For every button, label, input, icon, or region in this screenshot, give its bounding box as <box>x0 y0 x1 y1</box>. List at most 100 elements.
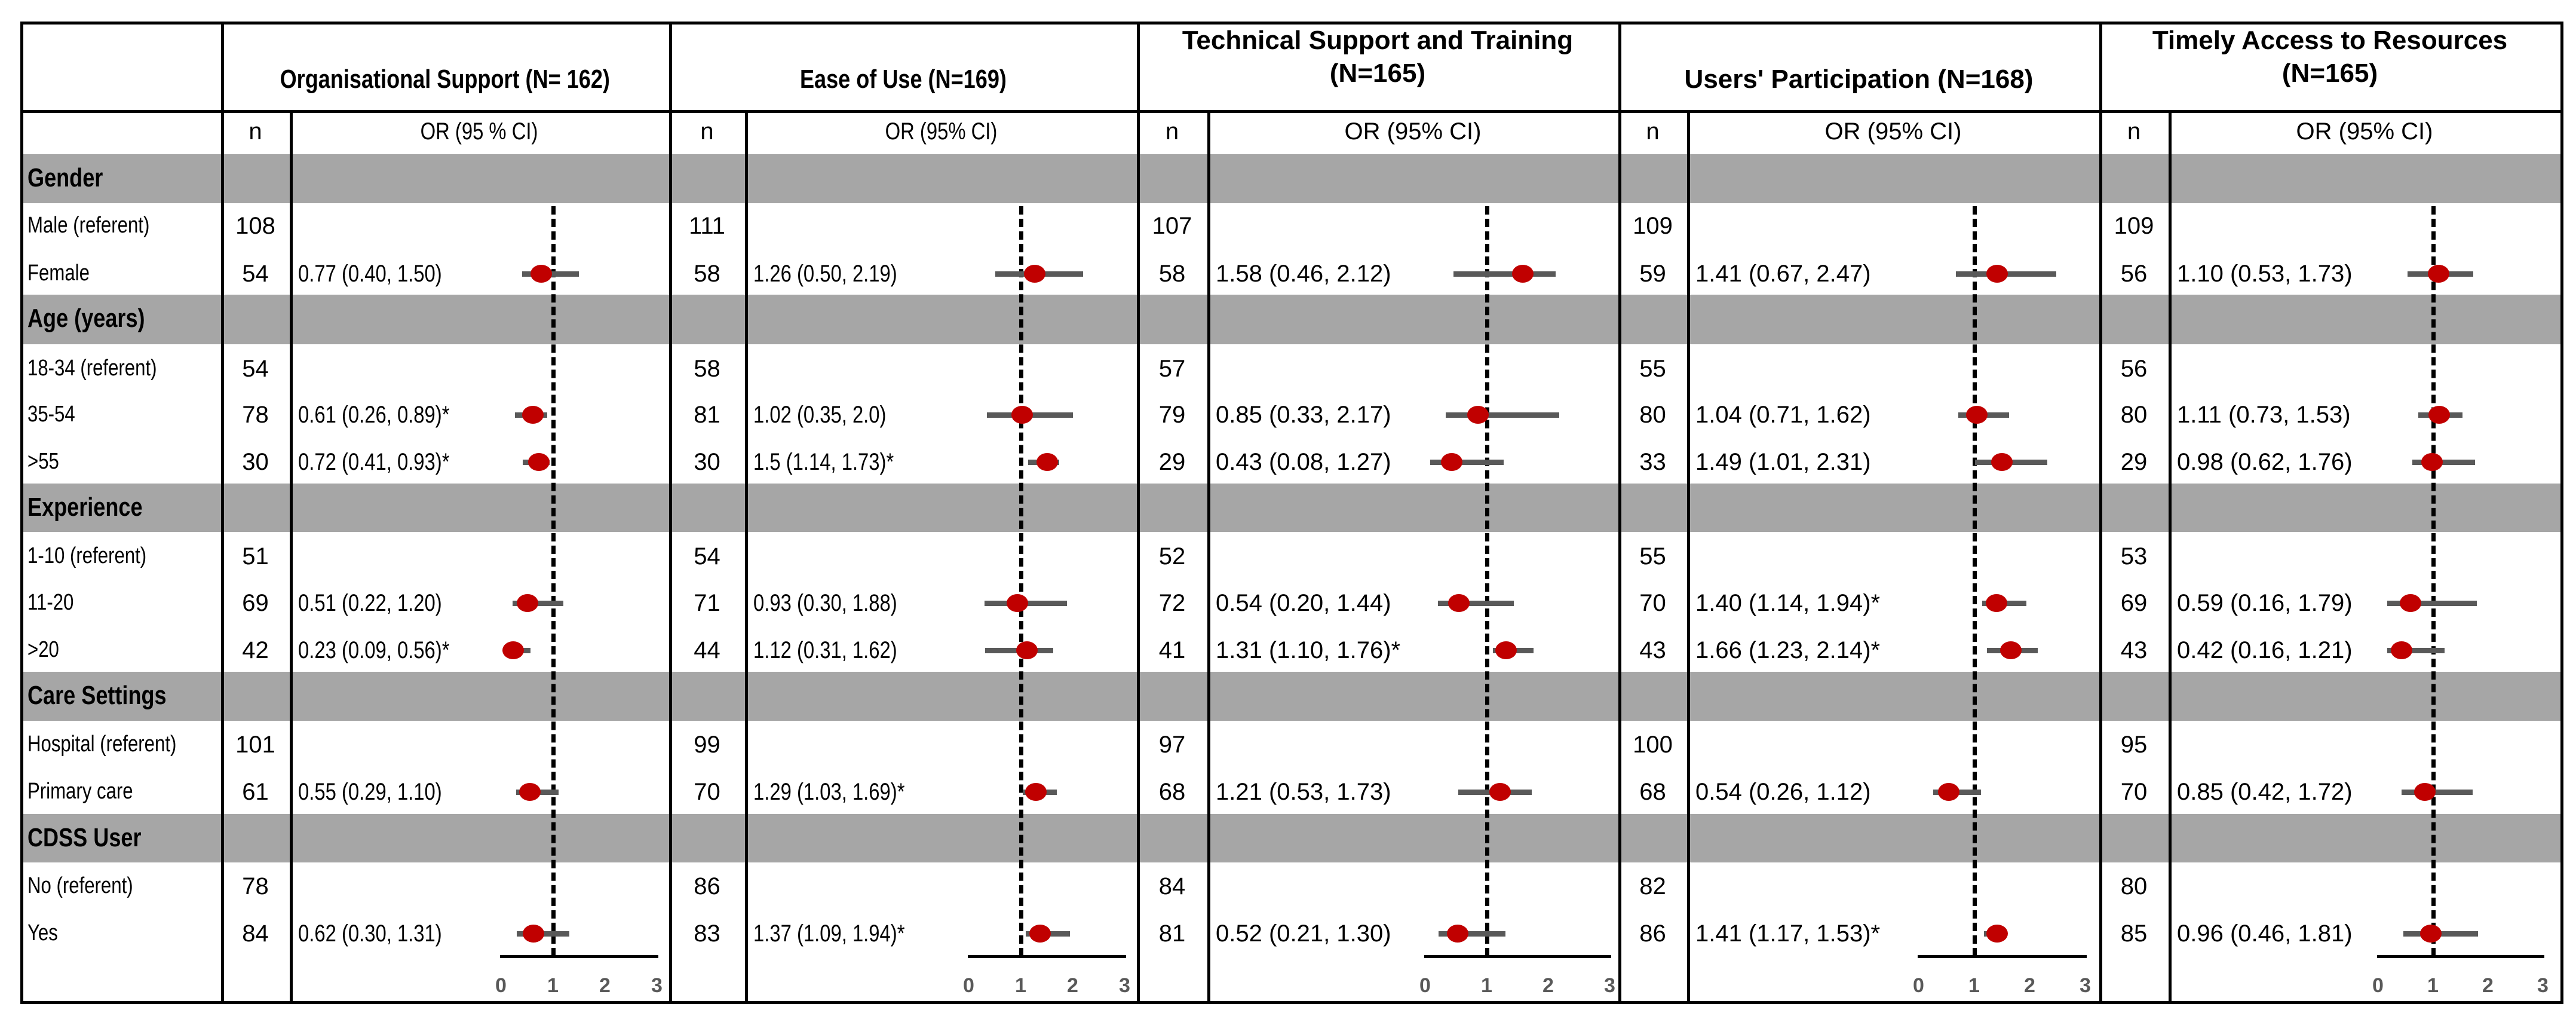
n-value: 107 <box>1152 213 1192 239</box>
axis-tick-label: 1 <box>1481 974 1492 997</box>
n-value: 59 <box>1639 261 1666 287</box>
or-ci-text: 0.51 (0.22, 1.20) <box>298 590 442 616</box>
ci-whisker <box>2387 601 2477 606</box>
axis-tick-label: 0 <box>1913 974 1924 997</box>
n-value: 51 <box>242 543 269 570</box>
odds-ratio-point <box>1986 925 2008 943</box>
or-ci-text: 0.43 (0.08, 1.27) <box>1216 449 1391 475</box>
or-ci-value: 1.41 (0.67, 2.47) <box>1695 262 1871 286</box>
group-label-text: CDSS User <box>27 823 142 852</box>
or-ci-value: 0.42 (0.16, 1.21) <box>2177 638 2353 662</box>
n-column-header: n <box>249 118 262 145</box>
or-ci-text: 0.98 (0.62, 1.76) <box>2177 449 2353 475</box>
or-ci-value: 1.26 (0.50, 2.19) <box>753 262 929 286</box>
or-ci-text: 1.11 (0.73, 1.53) <box>2177 402 2351 428</box>
axis-tick-label: 3 <box>1604 974 1615 997</box>
or-ci-value: 0.77 (0.40, 1.50) <box>298 262 474 286</box>
or-ci-value: 1.37 (1.09, 1.94)* <box>753 922 938 946</box>
or-ci-value: 1.31 (1.10, 1.76)* <box>1216 638 1400 662</box>
or-ci-value: 0.51 (0.22, 1.20) <box>298 591 474 615</box>
odds-ratio-point <box>2400 594 2422 612</box>
n-value: 85 <box>2120 920 2148 947</box>
odds-ratio-point <box>1511 265 1534 283</box>
n-value: 69 <box>242 590 269 616</box>
section-title-text: Organisational Support (N= 162) <box>280 65 611 94</box>
odds-ratio-point <box>2000 641 2022 659</box>
n-value: 97 <box>1158 732 1186 758</box>
or-ci-value: 0.23 (0.09, 0.56)* <box>298 638 483 662</box>
odds-ratio-point <box>1965 406 1988 424</box>
odds-ratio-point <box>1986 594 2008 612</box>
axis-tick-label: 0 <box>2372 974 2384 997</box>
row-label-text: Female <box>27 261 90 286</box>
row-label-text: 11-20 <box>27 590 74 615</box>
or-ci-value: 0.62 (0.30, 1.31) <box>298 922 474 946</box>
n-value: 68 <box>1639 779 1666 805</box>
n-value: 52 <box>1158 543 1186 570</box>
section-title: Timely Access to Resources (N=165) <box>2099 24 2560 90</box>
or-ci-value: 1.5 (1.14, 1.73)* <box>753 450 925 474</box>
n-value: 29 <box>2120 449 2148 475</box>
row-label-text: Yes <box>27 920 58 946</box>
or-ci-value: 0.54 (0.26, 1.12) <box>1695 780 1871 804</box>
or-ci-text: 1.40 (1.14, 1.94)* <box>1695 590 1881 616</box>
n-value: 84 <box>1158 873 1186 900</box>
or-ci-value: 1.12 (0.31, 1.62) <box>753 638 929 662</box>
row-label-text: No (referent) <box>27 873 133 898</box>
group-band <box>20 672 2560 721</box>
or-ci-text: 1.12 (0.31, 1.62) <box>753 637 897 663</box>
or-ci-value: 0.98 (0.62, 1.76) <box>2177 450 2353 474</box>
or-ci-value: 0.96 (0.46, 1.81) <box>2177 922 2353 946</box>
group-label-text: Age (years) <box>27 304 145 333</box>
or-column-header-text: OR (95% CI) <box>885 118 997 145</box>
odds-ratio-point <box>2414 783 2436 801</box>
n-value: 100 <box>1633 732 1673 758</box>
n-value: 80 <box>2120 402 2148 428</box>
header-divider <box>20 110 2563 113</box>
or-ci-value: 0.59 (0.16, 1.79) <box>2177 591 2353 615</box>
or-ci-value: 1.11 (0.73, 1.53) <box>2177 403 2351 427</box>
odds-ratio-point <box>1489 783 1511 801</box>
odds-ratio-point <box>1441 453 1463 471</box>
or-ci-value: 1.40 (1.14, 1.94)* <box>1695 591 1880 615</box>
row-label: Yes <box>27 922 65 944</box>
axis-tick-label: 1 <box>547 974 559 997</box>
odds-ratio-point <box>1448 594 1470 612</box>
n-value: 58 <box>694 261 720 287</box>
or-ci-value: 1.49 (1.01, 2.31) <box>1695 450 1871 474</box>
row-label: 18-34 (referent) <box>27 357 185 380</box>
odds-ratio-point <box>2420 925 2442 943</box>
n-value: 61 <box>242 779 269 805</box>
ci-whisker <box>1445 412 1559 418</box>
n-value: 71 <box>694 590 720 616</box>
or-ci-value: 0.52 (0.21, 1.30) <box>1216 922 1391 946</box>
ci-whisker <box>2412 460 2475 465</box>
odds-ratio-point <box>2428 406 2451 424</box>
n-value: 55 <box>1639 543 1666 570</box>
reference-line <box>551 206 556 956</box>
n-column-divider <box>1687 110 1690 1004</box>
group-label: Experience <box>27 494 168 521</box>
n-value: 84 <box>242 920 269 947</box>
odds-ratio-point <box>1991 453 2013 471</box>
or-ci-text: 1.02 (0.35, 2.0) <box>753 402 887 428</box>
table-border-top <box>20 22 2563 25</box>
or-ci-text: 1.29 (1.03, 1.69)* <box>753 779 905 805</box>
row-label: Male (referent) <box>27 214 176 237</box>
label-column-divider <box>221 22 224 1004</box>
section-divider <box>1618 22 1621 1004</box>
n-value: 80 <box>2120 873 2148 900</box>
axis-tick-label: 0 <box>1419 974 1431 997</box>
x-axis-line <box>1918 955 2087 958</box>
or-ci-value: 0.61 (0.26, 0.89)* <box>298 403 483 427</box>
or-ci-text: 0.52 (0.21, 1.30) <box>1216 920 1391 947</box>
or-ci-text: 0.59 (0.16, 1.79) <box>2177 590 2353 616</box>
row-label-text: >20 <box>27 637 59 662</box>
axis-tick-label: 1 <box>2427 974 2439 997</box>
reference-line <box>2431 206 2436 956</box>
or-ci-text: 1.41 (1.17, 1.53)* <box>1695 920 1881 947</box>
group-band <box>20 295 2560 344</box>
or-ci-value: 0.85 (0.42, 1.72) <box>2177 780 2353 804</box>
odds-ratio-point <box>1025 783 1047 801</box>
or-ci-text: 0.93 (0.30, 1.88) <box>753 590 897 616</box>
